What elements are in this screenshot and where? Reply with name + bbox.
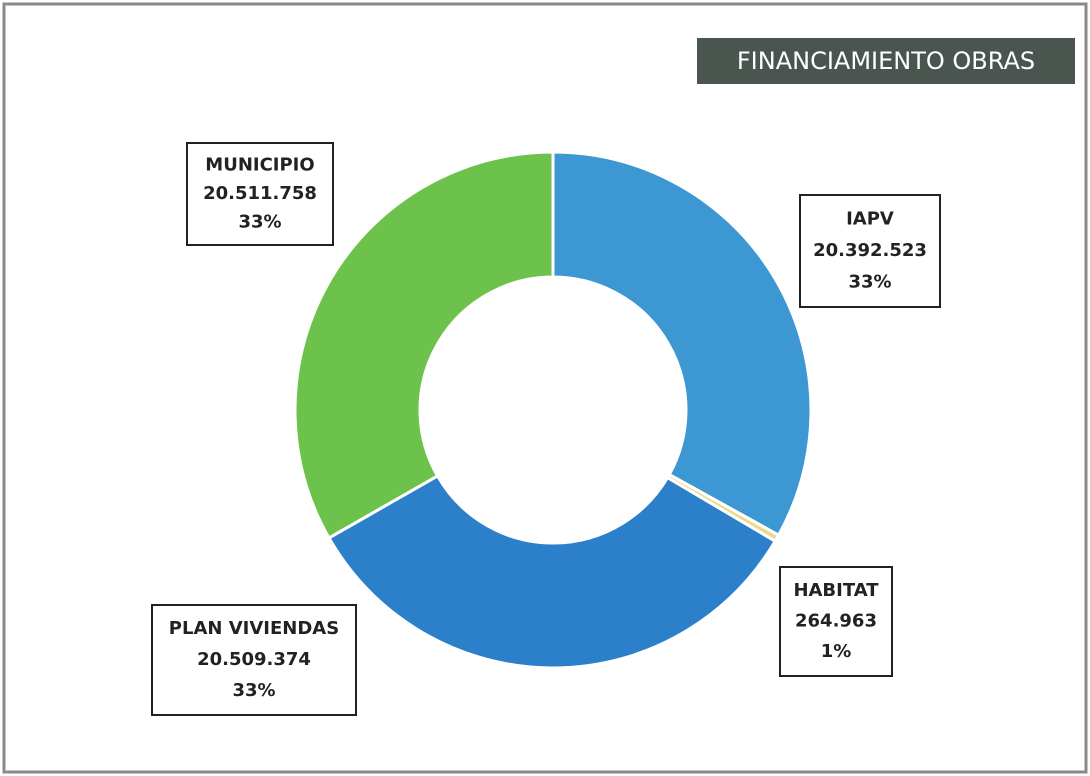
donut-slice xyxy=(293,150,555,540)
label-box xyxy=(186,142,334,246)
value-label: 20.392.523 xyxy=(813,240,927,261)
category-label: IAPV xyxy=(846,209,894,230)
donut-slice xyxy=(326,473,778,670)
percent-label: 33% xyxy=(238,212,281,233)
label-box xyxy=(799,194,941,308)
donut-slice xyxy=(551,150,813,538)
label-box xyxy=(151,604,357,716)
value-label: 20.509.374 xyxy=(197,649,311,670)
label-box xyxy=(779,566,893,677)
category-label: MUNICIPIO xyxy=(205,154,314,175)
value-label: 264.963 xyxy=(795,611,877,632)
value-label: 20.511.758 xyxy=(203,183,317,204)
category-label: PLAN VIVIENDAS xyxy=(169,618,339,639)
category-label: HABITAT xyxy=(793,580,879,601)
percent-label: 1% xyxy=(821,641,852,662)
percent-label: 33% xyxy=(848,271,891,292)
percent-label: 33% xyxy=(232,680,275,701)
title-box xyxy=(697,38,1075,84)
chart-title: FINANCIAMIENTO OBRAS xyxy=(737,47,1035,75)
